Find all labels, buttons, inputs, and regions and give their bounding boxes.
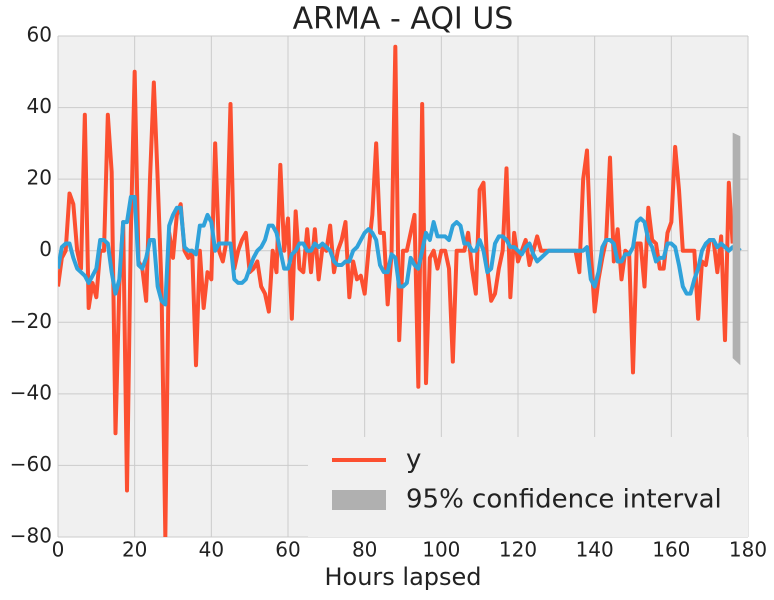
x-tick-label: 60 [275,538,300,562]
legend-swatch [332,490,386,510]
legend-box [308,437,748,537]
y-tick-label: −20 [10,309,52,333]
x-tick-label: 0 [52,538,65,562]
x-tick-label: 100 [422,538,460,562]
x-tick-label: 20 [122,538,147,562]
x-tick-label: 40 [199,538,224,562]
y-tick-label: 40 [27,94,52,118]
y-tick-label: 60 [27,23,52,47]
x-tick-label: 140 [576,538,614,562]
marks [58,44,742,537]
series-line [58,195,742,307]
legend: y 95% confidence interval [308,437,748,537]
confidence-band [732,132,741,366]
x-tick-label: 120 [499,538,537,562]
legend-label: 95% confidence interval [406,485,722,515]
chart-title: ARMA - AQI US [293,2,514,37]
y-tick-label: −80 [10,524,52,548]
y-tick-label: 20 [27,166,52,190]
x-tick-label: 160 [652,538,690,562]
legend-label: y [406,445,421,475]
x-tick-label: 180 [729,538,767,562]
y-tick-label: −40 [10,380,52,404]
x-tick-label: 80 [352,538,377,562]
x-axis-label: Hours lapsed [324,563,481,591]
y-tick-label: 0 [39,237,52,261]
grid: 0 20 40 60 80 100 120 140 160 180 −80 −60 −40 −20 0 20 4… [10,23,767,562]
y-tick-label: −60 [10,452,52,476]
